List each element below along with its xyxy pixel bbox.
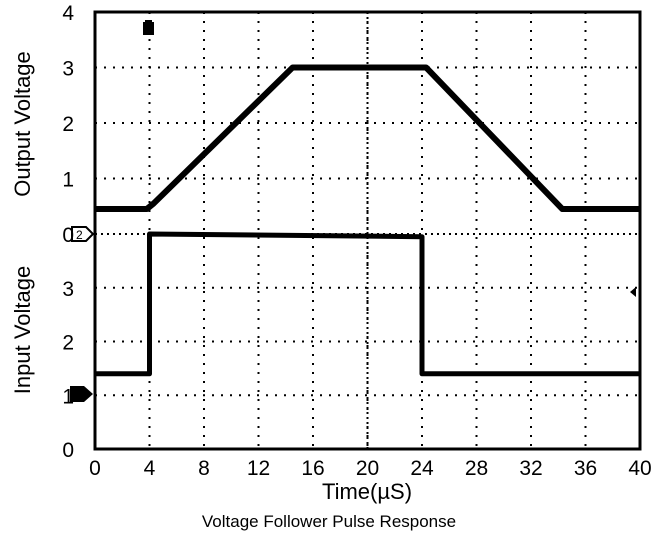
x-tick-label: 8 (198, 457, 210, 480)
y-tick-label: 0 (62, 439, 74, 462)
y-axis-label-input: Input Voltage (10, 266, 35, 394)
y-tick-label: 2 (62, 113, 74, 136)
x-tick-label: 4 (144, 457, 156, 480)
x-tick-label: 36 (574, 457, 597, 480)
x-tick-labels: 0 4 8 12 16 20 24 28 32 36 40 (89, 457, 652, 480)
y-tick-label: 0 (62, 224, 74, 247)
y-axis-label-output: Output Voltage (10, 51, 35, 197)
x-tick-label: 12 (247, 457, 270, 480)
y-tick-label: 2 (62, 332, 74, 355)
y-tick-label: 4 (62, 2, 74, 25)
trigger-level-marker (630, 287, 636, 297)
x-tick-label: 24 (410, 457, 434, 480)
x-tick-label: 32 (519, 457, 542, 480)
channel-2-ground-marker: 2 (71, 226, 95, 242)
x-tick-label: 0 (89, 457, 101, 480)
y-tick-label: 3 (62, 278, 74, 301)
x-tick-label: 40 (628, 457, 651, 480)
channel-1-ground-marker (70, 386, 93, 402)
y-tick-label: 3 (62, 58, 74, 81)
x-tick-label: 16 (301, 457, 324, 480)
plot-border (93, 10, 642, 451)
figure-caption: Voltage Follower Pulse Response (201, 512, 457, 531)
y-tick-label: 1 (62, 385, 74, 408)
channel-1-marker (143, 20, 154, 35)
svg-text:2: 2 (76, 228, 83, 242)
x-tick-label: 20 (356, 457, 379, 480)
output-voltage-trace (95, 64, 640, 212)
plot-grid (95, 12, 640, 449)
input-voltage-trace (95, 231, 640, 377)
x-axis-label: Time(µS) (322, 479, 412, 504)
y-tick-labels: 0 1 2 3 4 0 1 2 3 (62, 2, 74, 462)
y-tick-label: 1 (62, 169, 74, 192)
signal-traces (95, 64, 640, 377)
x-tick-label: 28 (465, 457, 488, 480)
